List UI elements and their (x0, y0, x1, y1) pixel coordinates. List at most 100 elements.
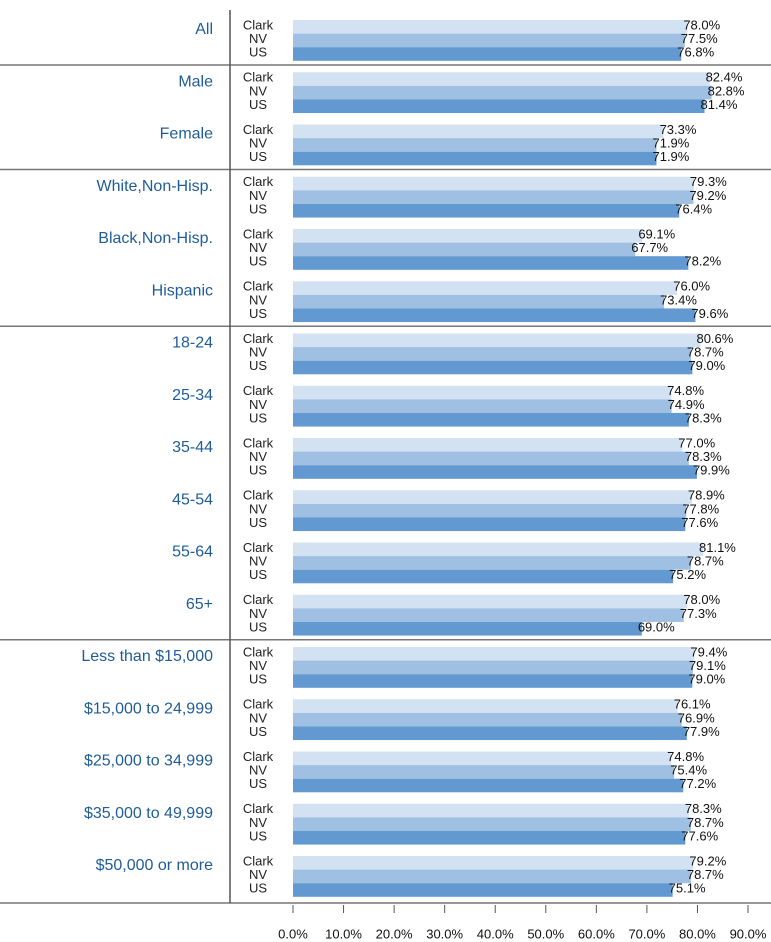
series-label: NV (249, 240, 267, 255)
bar (293, 647, 695, 661)
value-label: 81.1% (699, 540, 736, 555)
x-tick-label: 60.0% (578, 926, 615, 941)
value-label: 79.2% (689, 853, 726, 868)
bar (293, 47, 682, 61)
x-tick-label: 10.0% (325, 926, 362, 941)
value-label: 73.4% (660, 292, 697, 307)
category-label: 65+ (186, 596, 213, 613)
bar (293, 674, 693, 688)
value-label: 78.0% (683, 592, 720, 607)
value-label: 75.1% (669, 881, 706, 896)
series-label: NV (249, 606, 267, 621)
bar (293, 594, 688, 609)
series-label: US (249, 410, 267, 425)
x-tick-label: 80.0% (679, 926, 716, 941)
bar (293, 608, 684, 622)
bar (293, 33, 685, 48)
bar (293, 256, 689, 270)
value-label: 77.8% (682, 501, 719, 516)
series-label: NV (249, 449, 267, 464)
bar (293, 99, 705, 114)
bar (293, 242, 636, 257)
category-label: $15,000 to 24,999 (84, 700, 213, 717)
series-label: NV (249, 554, 267, 569)
series-label: US (249, 358, 267, 373)
value-label: 74.8% (667, 383, 704, 398)
series-label: Clark (243, 749, 274, 764)
bar (293, 229, 643, 243)
value-label: 79.9% (693, 463, 730, 478)
bar (293, 490, 692, 504)
bar (293, 621, 642, 636)
series-label: US (249, 201, 267, 216)
bar (293, 72, 710, 86)
bar (293, 542, 704, 557)
series-label: Clark (243, 488, 274, 503)
category-label: 35-44 (172, 439, 213, 456)
series-label: US (249, 619, 267, 634)
series-label: NV (249, 188, 267, 203)
value-label: 82.4% (706, 70, 743, 85)
bar (293, 830, 686, 845)
series-label: Clark (243, 540, 274, 555)
value-label: 79.2% (689, 188, 726, 203)
value-label: 79.4% (690, 644, 727, 659)
category-label: $25,000 to 34,999 (84, 753, 213, 770)
value-label: 77.6% (681, 828, 718, 843)
series-label: NV (249, 83, 267, 98)
value-label: 74.8% (667, 749, 704, 764)
series-label: US (249, 463, 267, 478)
value-label: 78.3% (685, 410, 722, 425)
value-label: 76.1% (674, 697, 711, 712)
series-label: NV (249, 31, 267, 46)
value-label: 77.6% (681, 515, 718, 530)
value-label: 76.4% (675, 201, 712, 216)
bar (293, 399, 672, 413)
bar (293, 190, 694, 204)
series-label: Clark (243, 17, 274, 32)
value-label: 77.9% (683, 724, 720, 739)
series-label: Clark (243, 226, 274, 241)
series-label: Clark (243, 644, 274, 659)
x-tick-label: 90.0% (730, 926, 767, 941)
bar (293, 333, 701, 348)
value-label: 79.0% (688, 672, 725, 687)
series-label: Clark (243, 331, 274, 346)
value-label: 81.4% (701, 97, 738, 112)
category-label: 18-24 (172, 335, 213, 352)
value-label: 76.8% (677, 45, 714, 60)
value-label: 73.3% (660, 122, 697, 137)
bar (293, 660, 693, 675)
series-label: Clark (243, 122, 274, 137)
category-label: Black,Non-Hisp. (98, 230, 213, 247)
series-label: Clark (243, 801, 274, 816)
series-label: NV (249, 136, 267, 151)
series-label: NV (249, 397, 267, 412)
category-label: Less than $15,000 (81, 648, 213, 665)
series-label: NV (249, 867, 267, 882)
series-label: US (249, 149, 267, 164)
value-label: 76.9% (678, 710, 715, 725)
series-label: Clark (243, 279, 274, 294)
series-label: Clark (243, 174, 274, 189)
bar (293, 517, 686, 532)
series-label: US (249, 672, 267, 687)
bar (293, 869, 691, 884)
value-label: 76.0% (673, 279, 710, 294)
series-label: US (249, 97, 267, 112)
category-label: Female (160, 126, 213, 143)
category-label: All (195, 21, 213, 38)
series-label: US (249, 254, 267, 269)
series-label: US (249, 567, 267, 582)
x-tick-label: 0.0% (278, 926, 308, 941)
bar (293, 20, 688, 34)
category-label: Hispanic (152, 282, 213, 299)
value-label: 75.2% (669, 567, 706, 582)
series-label: NV (249, 658, 267, 673)
value-label: 78.7% (687, 867, 724, 882)
value-label: 79.1% (689, 658, 726, 673)
bar (293, 85, 712, 100)
bar (293, 138, 657, 152)
value-label: 69.0% (638, 619, 675, 634)
bar (293, 856, 694, 870)
